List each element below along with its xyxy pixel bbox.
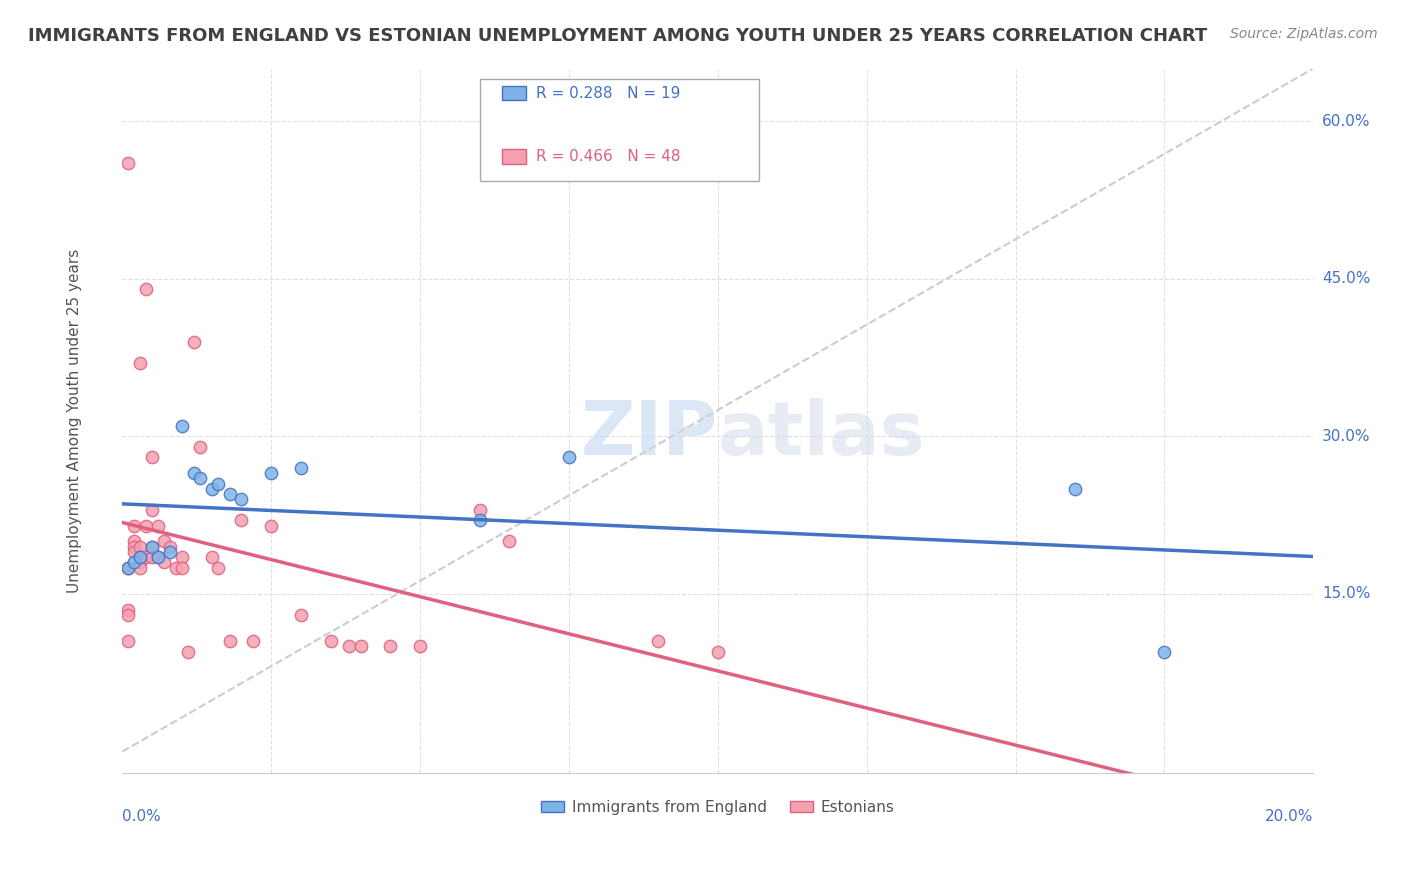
Point: [647, 634, 669, 648]
Point: [468, 503, 491, 517]
Point: [165, 560, 187, 574]
Point: [319, 634, 342, 648]
Point: [183, 466, 205, 480]
Point: [349, 640, 371, 654]
Point: [146, 550, 169, 565]
Text: 15.0%: 15.0%: [1322, 586, 1371, 601]
Point: [146, 550, 169, 565]
Point: [141, 540, 163, 554]
Point: [117, 560, 139, 574]
Point: [260, 518, 283, 533]
Point: [231, 492, 253, 507]
Point: [558, 450, 581, 465]
Point: [117, 560, 139, 574]
Point: [498, 534, 520, 549]
Point: [141, 550, 163, 565]
Text: 60.0%: 60.0%: [1322, 113, 1371, 128]
Point: [207, 476, 229, 491]
Point: [117, 603, 139, 617]
Text: 20.0%: 20.0%: [1265, 809, 1313, 824]
Point: [290, 607, 312, 622]
Point: [122, 540, 145, 554]
Point: [122, 545, 145, 559]
Point: [141, 503, 163, 517]
Point: [153, 556, 176, 570]
Point: [122, 534, 145, 549]
Point: [129, 540, 152, 554]
Point: [707, 645, 730, 659]
Point: [170, 418, 193, 433]
Point: [468, 513, 491, 527]
Point: [218, 634, 240, 648]
Point: [129, 550, 152, 565]
Point: [159, 540, 181, 554]
Point: [141, 540, 163, 554]
Point: [409, 640, 432, 654]
Point: [1064, 482, 1087, 496]
Point: [231, 513, 253, 527]
Point: [207, 560, 229, 574]
Text: 30.0%: 30.0%: [1322, 429, 1371, 444]
Point: [146, 518, 169, 533]
Point: [290, 460, 312, 475]
Text: 0.0%: 0.0%: [122, 809, 162, 824]
Text: Source: ZipAtlas.com: Source: ZipAtlas.com: [1230, 27, 1378, 41]
Point: [201, 482, 224, 496]
Point: [188, 471, 211, 485]
Point: [129, 560, 152, 574]
Point: [170, 560, 193, 574]
Legend: Immigrants from England, Estonians: Immigrants from England, Estonians: [536, 794, 900, 822]
FancyBboxPatch shape: [479, 79, 759, 181]
Point: [260, 466, 283, 480]
Point: [122, 518, 145, 533]
Point: [153, 534, 176, 549]
Point: [201, 550, 224, 565]
Point: [129, 556, 152, 570]
Point: [117, 607, 139, 622]
Point: [170, 550, 193, 565]
Text: Unemployment Among Youth under 25 years: Unemployment Among Youth under 25 years: [67, 249, 82, 592]
Point: [337, 640, 360, 654]
Point: [135, 518, 157, 533]
Text: 45.0%: 45.0%: [1322, 271, 1371, 286]
Point: [129, 550, 152, 565]
Point: [129, 356, 152, 370]
Point: [1153, 645, 1175, 659]
Point: [141, 450, 163, 465]
Point: [380, 640, 402, 654]
Point: [135, 550, 157, 565]
Point: [183, 334, 205, 349]
Point: [159, 545, 181, 559]
Text: ZIP: ZIP: [581, 398, 718, 471]
Point: [135, 282, 157, 296]
Point: [242, 634, 264, 648]
Point: [117, 634, 139, 648]
Text: R = 0.466   N = 48: R = 0.466 N = 48: [536, 149, 681, 164]
Text: R = 0.288   N = 19: R = 0.288 N = 19: [536, 86, 681, 101]
FancyBboxPatch shape: [502, 87, 526, 100]
Point: [122, 556, 145, 570]
Point: [218, 487, 240, 501]
FancyBboxPatch shape: [502, 150, 526, 163]
Text: IMMIGRANTS FROM ENGLAND VS ESTONIAN UNEMPLOYMENT AMONG YOUTH UNDER 25 YEARS CORR: IMMIGRANTS FROM ENGLAND VS ESTONIAN UNEM…: [28, 27, 1208, 45]
Text: atlas: atlas: [718, 398, 925, 471]
Point: [188, 440, 211, 454]
Point: [117, 156, 139, 170]
Point: [177, 645, 200, 659]
